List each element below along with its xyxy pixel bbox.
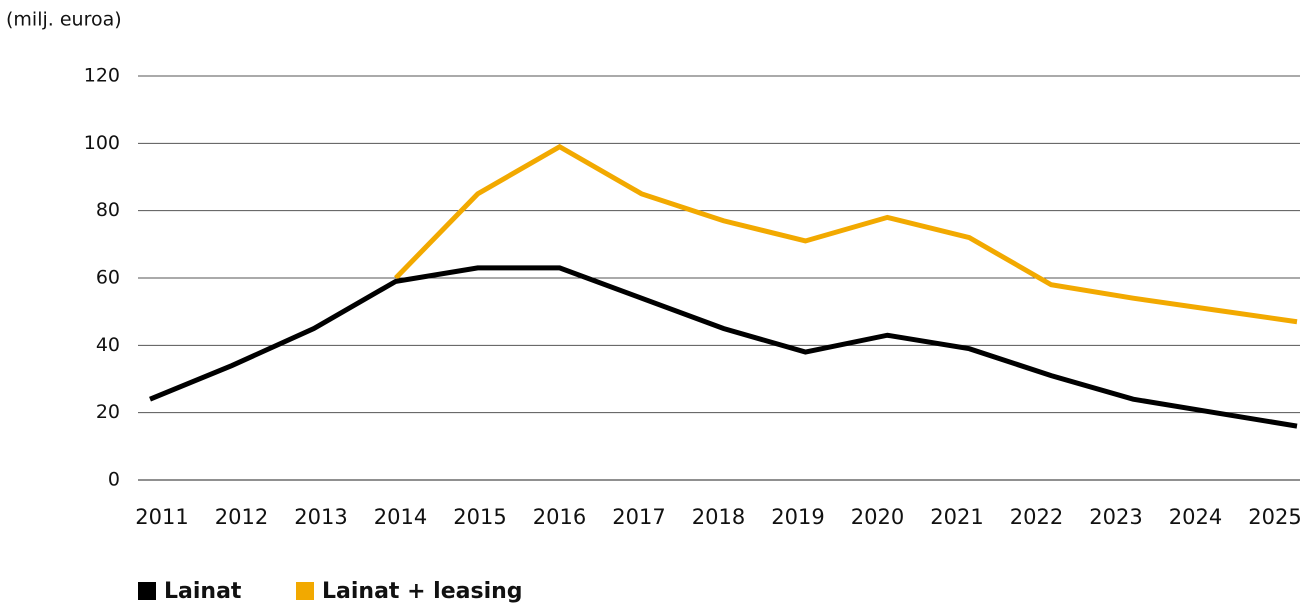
y-tick-label: 120 [84,65,120,87]
x-tick-label: 2021 [930,505,983,529]
x-tick-label: 2014 [374,505,427,529]
y-tick-label: 100 [84,132,120,154]
x-tick-label: 2019 [771,505,824,529]
x-tick-label: 2012 [215,505,268,529]
x-tick-label: 2023 [1089,505,1142,529]
x-tick-label: 2024 [1169,505,1222,529]
x-tick-label: 2016 [533,505,586,529]
legend-label: Lainat [164,579,242,604]
x-tick-label: 2013 [294,505,347,529]
legend-swatch [138,582,156,600]
x-tick-label: 2025 [1248,505,1301,529]
y-tick-label: 40 [96,334,120,356]
y-tick-label: 20 [96,401,120,423]
x-tick-label: 2015 [453,505,506,529]
y-tick-label: 0 [108,469,120,491]
x-tick-label: 2018 [692,505,745,529]
legend-swatch [296,582,314,600]
y-axis-label: (milj. euroa) [6,9,122,31]
line-series [149,265,1298,429]
legend-label: Lainat + leasing [322,579,523,604]
y-tick-label: 60 [96,267,120,289]
line-series [393,143,1298,325]
x-tick-label: 2011 [135,505,188,529]
x-tick-label: 2020 [851,505,904,529]
y-tick-label: 80 [96,199,120,221]
x-tick-label: 2022 [1010,505,1063,529]
x-tick-label: 2017 [612,505,665,529]
